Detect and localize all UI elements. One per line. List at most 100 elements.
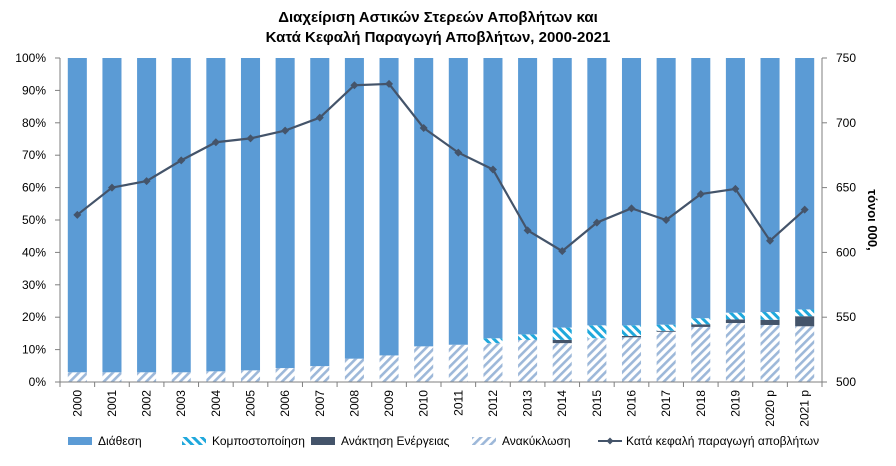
y2-axis-label: τόνοι 000, [865, 189, 880, 250]
legend-label: Ανακύκλωση [502, 434, 571, 448]
y-axis-tick-labels: 0% 10% 20% 30% 40% 50% 60% 70% 80% 90% 100% [15, 51, 46, 389]
axes [55, 57, 827, 387]
bar-recycling [656, 331, 676, 382]
per-capita-line [76, 82, 806, 253]
per-capita-marker [350, 81, 359, 90]
bar-disposal [379, 58, 399, 356]
per-capita-marker [558, 247, 567, 256]
per-capita-marker [385, 79, 394, 88]
chart-title-line1: Διαχείριση Αστικών Στερεών Αποβλήτων και [278, 9, 598, 26]
bar-composting [691, 318, 711, 325]
bar-disposal [275, 58, 295, 369]
y-tick-label: 90% [22, 83, 46, 97]
x-tick-label: 2013 [521, 390, 535, 417]
legend-swatch [182, 437, 206, 445]
x-tick-label: 2018 [694, 390, 708, 417]
bar-recycling [760, 324, 780, 382]
chart-title-line2: Κατά Κεφαλή Παραγωγή Αποβλήτων, 2000-202… [266, 29, 611, 46]
bar-disposal [518, 58, 538, 335]
bar-recycling [483, 343, 503, 382]
bar-disposal [448, 58, 468, 345]
bar-disposal [760, 58, 780, 313]
x-tick-label: 2003 [174, 390, 188, 417]
bar-recycling [67, 372, 87, 382]
x-tick-label: 2019 [728, 390, 742, 417]
bar-recycling [344, 358, 364, 382]
bar-disposal [206, 58, 226, 372]
x-tick-label: 2020 p [763, 390, 777, 427]
per-capita-marker [766, 236, 775, 245]
y-tick-label: 50% [22, 213, 46, 227]
legend-swatch [68, 437, 92, 445]
x-tick-label: 2005 [244, 390, 258, 417]
x-tick-label: 2010 [417, 390, 431, 417]
y-tick-label: 20% [22, 310, 46, 324]
bar-disposal [483, 58, 503, 339]
legend: Διάθεση Κομποστοποίηση Ανάκτηση Ενέργειας Α… [68, 434, 819, 448]
bar-recycling [171, 372, 191, 382]
legend-label: Ανάκτηση Ενέργειας [341, 434, 450, 448]
bar-disposal [587, 58, 607, 326]
bar-energy-recovery [691, 324, 711, 327]
bar-energy-recovery [621, 335, 642, 338]
bar-recycling [379, 355, 399, 382]
bar-composting [552, 327, 572, 340]
per-capita-marker [73, 210, 82, 219]
bar-composting [725, 312, 745, 320]
y-tick-label: 30% [22, 278, 46, 292]
bar-disposal [414, 58, 434, 347]
x-tick-label: 2011 [451, 390, 465, 416]
x-tick-label: 2021 p [798, 390, 812, 427]
bar-composting [656, 324, 676, 331]
y-tick-label: 70% [22, 148, 46, 162]
bar-disposal [656, 58, 676, 325]
legend-swatch [472, 437, 496, 445]
y-tick-label: 40% [22, 245, 46, 259]
bar-disposal [137, 58, 157, 373]
y-tick-label: 80% [22, 116, 46, 130]
x-tick-label: 2016 [625, 390, 639, 417]
per-capita-marker [488, 165, 497, 174]
x-tick-label: 2008 [347, 390, 361, 417]
legend-item-composting: Κομποστοποίηση [182, 434, 305, 448]
y2-tick-label: 700 [836, 116, 856, 130]
x-tick-label: 2007 [313, 390, 327, 417]
per-capita-marker [177, 156, 186, 165]
x-tick-label: 2017 [659, 390, 673, 417]
per-capita-marker [800, 205, 809, 214]
bar-composting [760, 312, 780, 320]
bar-disposal [795, 58, 815, 310]
y2-tick-label: 600 [836, 245, 856, 259]
bar-recycling [137, 372, 157, 382]
bar-composting [518, 334, 538, 340]
legend-label: Κομποστοποίηση [212, 434, 305, 448]
per-capita-marker [592, 218, 601, 227]
bar-group [67, 58, 815, 382]
bar-energy-recovery [552, 339, 572, 344]
bar-disposal [102, 58, 122, 373]
y2-axis-tick-labels: 500 550 600 650 700 750 [836, 51, 856, 389]
bar-composting [621, 325, 642, 336]
bar-energy-recovery [760, 319, 780, 325]
bar-recycling [448, 344, 468, 382]
bar-recycling [240, 370, 261, 382]
y-tick-label: 100% [15, 51, 46, 65]
bar-recycling [552, 343, 572, 382]
bar-recycling [725, 323, 745, 382]
x-tick-label: 2012 [486, 390, 500, 417]
per-capita-marker [523, 226, 532, 235]
bar-recycling [102, 372, 122, 382]
bar-recycling [310, 366, 330, 382]
per-capita-marker [662, 216, 671, 224]
bar-recycling [518, 339, 538, 382]
bar-disposal [344, 58, 364, 359]
bar-recycling [587, 338, 607, 382]
x-tick-label: 2009 [382, 390, 396, 417]
y2-tick-label: 750 [836, 51, 856, 65]
x-tick-label: 2001 [105, 390, 119, 417]
per-capita-marker [731, 184, 740, 193]
per-capita-marker [315, 113, 324, 122]
bar-recycling [621, 337, 642, 382]
x-tick-label: 2015 [590, 390, 604, 417]
